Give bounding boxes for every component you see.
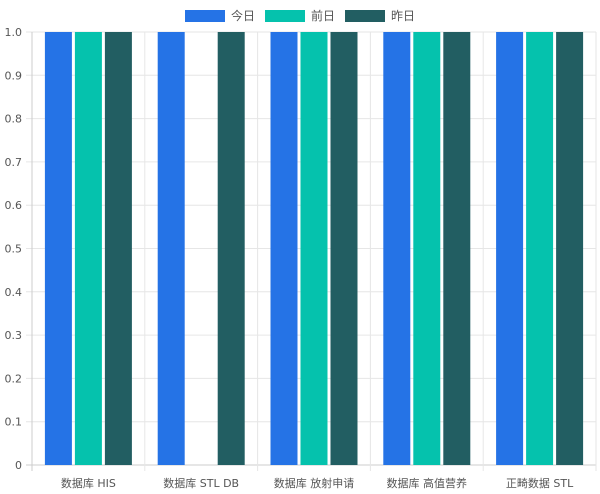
bar[interactable]	[496, 32, 524, 465]
legend-item[interactable]: 今日	[185, 8, 255, 23]
bar[interactable]	[104, 32, 132, 465]
legend-swatch	[265, 10, 305, 22]
bar[interactable]	[413, 32, 441, 465]
y-tick-label: 1.0	[5, 26, 23, 39]
y-tick-label: 0.4	[5, 286, 23, 299]
bar[interactable]	[74, 32, 102, 465]
legend-item[interactable]: 昨日	[345, 9, 415, 23]
bar[interactable]	[556, 32, 584, 465]
y-tick-label: 0.6	[5, 199, 23, 212]
bar[interactable]	[330, 32, 358, 465]
legend-swatch	[345, 10, 385, 22]
y-tick-label: 0.3	[5, 329, 23, 342]
y-tick-label: 0.1	[5, 416, 23, 429]
bar[interactable]	[270, 32, 298, 465]
bar[interactable]	[443, 32, 471, 465]
bars	[44, 32, 584, 465]
x-tick-label: 正畸数据 STL	[506, 476, 574, 490]
y-tick-label: 0.8	[5, 113, 23, 126]
legend-label: 昨日	[391, 9, 415, 23]
y-tick-label: 0.7	[5, 156, 23, 169]
legend[interactable]: 今日 前日 昨日	[185, 8, 415, 23]
axes: 0 0.1 0.2 0.3 0.4 0.5 0.6 0.7 0.8 0.9 1.0 数据库 HIS 数据…	[5, 26, 575, 490]
y-tick-label: 0.5	[5, 243, 23, 256]
legend-label: 今日	[231, 8, 255, 23]
y-tick-label: 0	[15, 459, 22, 472]
bar[interactable]	[217, 32, 245, 465]
x-tick-label: 数据库 高值营养	[387, 476, 468, 490]
bar[interactable]	[526, 32, 554, 465]
x-tick-label: 数据库 放射申请	[274, 476, 355, 490]
legend-item[interactable]: 前日	[265, 8, 335, 23]
x-tick-label: 数据库 STL DB	[163, 476, 239, 490]
bar[interactable]	[300, 32, 328, 465]
bar[interactable]	[44, 32, 72, 465]
bar[interactable]	[383, 32, 411, 465]
legend-swatch	[185, 10, 225, 22]
x-tick-label: 数据库 HIS	[61, 476, 116, 490]
y-tick-label: 0.9	[5, 69, 23, 82]
bar[interactable]	[157, 32, 185, 465]
legend-label: 前日	[311, 8, 335, 23]
y-tick-label: 0.2	[5, 372, 23, 385]
